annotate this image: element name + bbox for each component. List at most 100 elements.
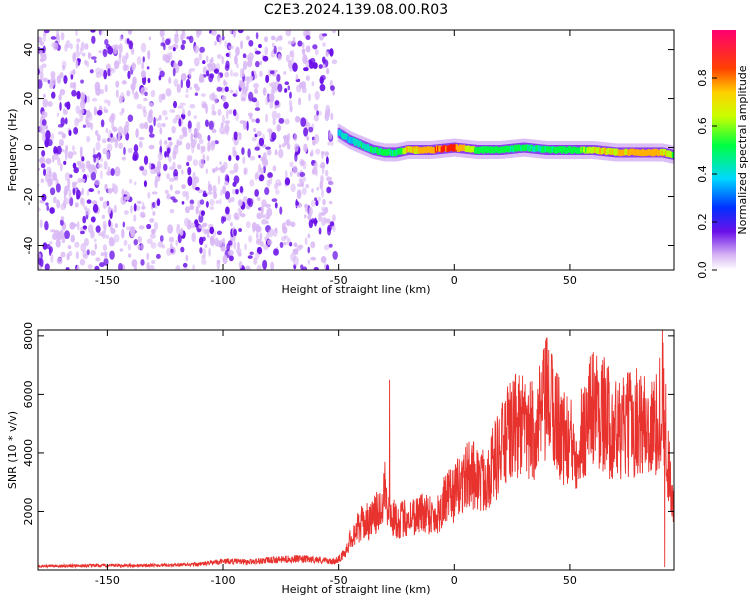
noise-blob — [226, 212, 232, 222]
noise-blob — [187, 176, 193, 187]
noise-blob — [262, 55, 269, 62]
noise-blob — [299, 178, 304, 188]
noise-blob — [61, 133, 66, 139]
noise-blob — [243, 167, 248, 175]
noise-blob — [164, 116, 168, 121]
noise-blob — [81, 52, 86, 57]
noise-blob — [173, 176, 179, 181]
noise-blob — [193, 57, 200, 67]
noise-blob — [52, 233, 58, 241]
noise-blob — [100, 119, 105, 128]
noise-blob — [157, 241, 164, 248]
noise-blob — [88, 112, 93, 122]
noise-blob — [307, 233, 311, 239]
noise-blob — [305, 75, 310, 82]
noise-blob — [224, 120, 231, 125]
noise-blob — [82, 254, 89, 259]
noise-blob — [51, 42, 57, 48]
noise-blob — [94, 179, 101, 186]
noise-blob — [215, 200, 220, 204]
noise-blob — [321, 206, 327, 212]
noise-blob — [130, 204, 133, 214]
noise-blob — [56, 257, 63, 265]
noise-blob — [108, 236, 115, 247]
noise-blob — [115, 80, 120, 88]
noise-blob — [202, 60, 206, 65]
noise-blob — [90, 171, 97, 181]
noise-blob — [52, 172, 58, 182]
noise-blob — [147, 191, 151, 199]
noise-blob — [192, 159, 199, 167]
noise-blob — [255, 100, 260, 110]
noise-blob — [185, 254, 189, 262]
noise-blob — [330, 141, 334, 146]
noise-blob — [57, 157, 61, 166]
noise-blob — [221, 114, 225, 125]
noise-blob — [41, 63, 47, 69]
noise-blob — [232, 181, 237, 187]
noise-blob — [190, 222, 196, 229]
noise-blob — [41, 193, 47, 202]
noise-blob — [209, 73, 215, 79]
noise-blob — [166, 173, 171, 180]
noise-blob — [143, 180, 147, 188]
noise-blob — [92, 147, 96, 156]
noise-blob — [87, 52, 92, 59]
noise-blob — [108, 116, 115, 124]
noise-blob — [86, 60, 90, 68]
noise-blob — [151, 260, 156, 264]
noise-blob — [168, 155, 172, 163]
noise-blob — [229, 30, 233, 34]
noise-blob — [56, 30, 60, 38]
noise-blob — [71, 151, 77, 156]
noise-blob — [63, 160, 67, 165]
noise-blob — [47, 79, 51, 84]
noise-blob — [175, 265, 181, 270]
noise-blob — [45, 157, 52, 165]
noise-blob — [96, 134, 101, 142]
noise-blob — [324, 169, 329, 177]
noise-blob — [171, 125, 176, 134]
noise-blob — [149, 108, 154, 116]
noise-blob — [43, 53, 47, 62]
noise-blob — [41, 150, 46, 157]
noise-blob — [125, 132, 130, 141]
noise-blob — [50, 229, 56, 233]
noise-blob — [64, 230, 70, 240]
noise-blob — [195, 86, 201, 92]
noise-blob — [202, 153, 206, 161]
noise-blob — [217, 175, 221, 185]
noise-blob — [180, 246, 185, 253]
noise-blob — [217, 108, 222, 116]
noise-blob — [281, 222, 286, 232]
noise-blob — [152, 211, 156, 216]
noise-blob — [235, 46, 240, 57]
noise-blob — [275, 189, 280, 195]
noise-blob — [126, 90, 131, 97]
noise-blob — [248, 198, 254, 208]
noise-blob — [177, 105, 184, 109]
noise-blob — [253, 257, 258, 265]
noise-blob — [193, 128, 200, 139]
noise-blob — [254, 172, 258, 181]
noise-blob — [278, 144, 282, 149]
noise-blob — [143, 121, 149, 130]
noise-blob — [204, 244, 208, 249]
noise-blob — [73, 167, 79, 174]
noise-blob — [105, 63, 112, 71]
noise-blob — [311, 188, 314, 193]
noise-blob — [124, 64, 130, 71]
noise-blob — [207, 191, 213, 195]
noise-blob — [182, 267, 189, 270]
noise-blob — [181, 39, 187, 45]
colorbar-tick-label: 0.6 — [696, 117, 709, 135]
noise-blob — [79, 258, 86, 266]
noise-blob — [39, 219, 43, 228]
noise-blob — [241, 67, 245, 78]
noise-blob — [237, 199, 243, 207]
noise-blob — [249, 155, 256, 161]
noise-blob — [259, 240, 264, 247]
noise-blob — [114, 223, 119, 229]
noise-blob — [146, 262, 150, 270]
noise-blob — [186, 154, 193, 162]
